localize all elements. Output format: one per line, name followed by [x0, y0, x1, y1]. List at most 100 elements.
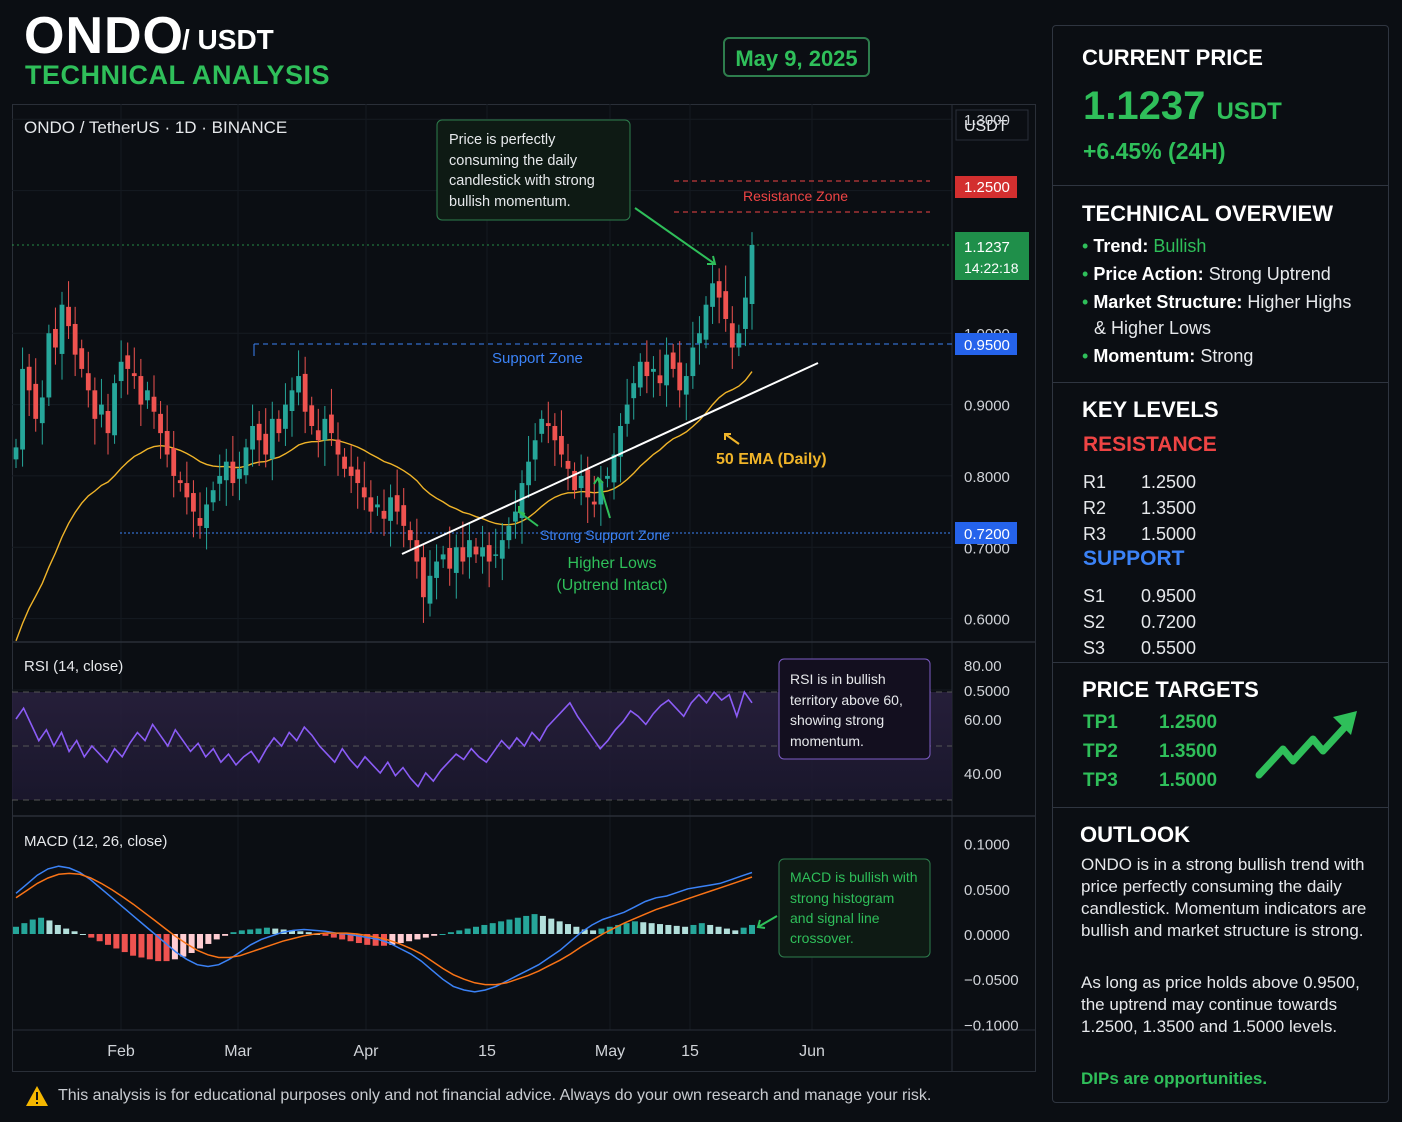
candle-body	[453, 547, 459, 573]
price-tick-label: 0.8000	[964, 469, 1010, 486]
date-badge: May 9, 2025	[723, 37, 870, 77]
macd-histogram-bar	[297, 931, 304, 934]
disclaimer-text: This analysis is for educational purpose…	[58, 1087, 932, 1104]
macd-histogram-bar	[238, 930, 245, 934]
macd-histogram-bar	[372, 934, 379, 946]
outlook-cta: DIPs are opportunities.	[1081, 1069, 1268, 1088]
callout-line: bullish momentum.	[449, 194, 571, 210]
resistance-level-name: R2	[1083, 498, 1107, 518]
candle-body	[486, 545, 492, 562]
macd-histogram-bar	[138, 934, 145, 958]
callout-line: Price is perfectly	[449, 132, 556, 148]
candle-body	[532, 440, 538, 460]
current-price-section: CURRENT PRICE 1.1237 USDT +6.45% (24H)	[1053, 26, 1388, 186]
candle-body	[618, 425, 623, 457]
candle-body	[309, 405, 315, 426]
candle-body	[72, 323, 78, 355]
macd-histogram-bar	[364, 934, 371, 945]
macd-histogram-bar	[531, 914, 538, 934]
callout-line: strong histogram	[790, 890, 894, 906]
logo-pair: / USDT	[182, 24, 274, 55]
candle-body	[749, 245, 755, 304]
macd-histogram-bar	[389, 934, 396, 945]
macd-histogram-bar	[96, 934, 103, 942]
resistance-price-tag	[955, 176, 1017, 198]
svg-text:RSI is in bullish territ: RSI is in bullish territory above 60, sh…	[790, 671, 907, 749]
candle-body	[276, 418, 282, 434]
macd-histogram-bar	[213, 934, 220, 940]
resistance-level-value: 1.2500	[1141, 472, 1197, 492]
macd-histogram-bar	[473, 926, 479, 934]
candle-body	[743, 297, 748, 329]
candle-body	[302, 373, 308, 412]
candle-body	[677, 362, 683, 391]
candle-body	[683, 376, 689, 395]
axis-unit-box	[955, 109, 1029, 141]
candle-body	[480, 547, 485, 557]
support-level-value: 0.7200	[1141, 612, 1197, 632]
macd-histogram-bar	[498, 921, 505, 934]
candle-body	[105, 411, 111, 434]
candle-body	[145, 390, 150, 401]
macd-histogram-bar	[406, 934, 413, 942]
target-name: TP1	[1083, 712, 1118, 733]
candle-body	[716, 281, 722, 298]
candle-body	[269, 418, 275, 459]
price-tick-label: 0.6000	[964, 612, 1010, 629]
ema-50-line	[15, 371, 753, 642]
candle-body	[13, 447, 19, 460]
macd-histogram-bar	[355, 934, 362, 944]
macd-histogram-bar	[205, 934, 212, 944]
candle-body	[552, 425, 558, 441]
macd-histogram-bar	[146, 934, 153, 960]
candle-body	[92, 390, 98, 419]
candle-body	[243, 447, 249, 476]
macd-histogram-bar	[21, 923, 28, 934]
macd-histogram-bar	[615, 924, 622, 934]
macd-histogram-bar	[657, 924, 663, 934]
macd-histogram-bar	[113, 934, 120, 949]
macd-histogram-bar	[732, 930, 739, 934]
macd-histogram-bar	[489, 923, 496, 934]
macd-histogram-bar	[514, 917, 521, 934]
time-tick-label: Mar	[224, 1043, 252, 1060]
ema-label: 50 EMA (Daily)	[716, 451, 827, 468]
candle-body	[256, 423, 262, 441]
candle-body	[526, 461, 531, 486]
candle-body	[434, 561, 439, 578]
strong-support-price-tag	[955, 522, 1017, 544]
candle-body	[131, 373, 137, 377]
candle-body	[112, 383, 117, 436]
resistance-level-name: R1	[1083, 472, 1107, 492]
candle-body	[151, 396, 157, 412]
macd-histogram-bar	[88, 934, 95, 938]
candle-body	[26, 366, 32, 391]
macd-histogram-bar	[640, 922, 647, 934]
overview-price-action: • Price Action: Strong Uptrend	[1082, 264, 1331, 284]
price-chart[interactable]: ONDO / TetherUS · 1D · BINANCE RSI (14, …	[12, 104, 1036, 1072]
macd-histogram-bar	[163, 934, 170, 962]
key-levels-title: KEY LEVELS	[1082, 397, 1219, 422]
macd-histogram-bar	[121, 934, 128, 953]
macd-histogram-bar	[305, 932, 312, 934]
rsi-line	[15, 690, 753, 788]
candle-body	[204, 504, 209, 529]
candle-body	[296, 376, 301, 393]
outlook-paragraph-1: ONDO is in a strong bullish trend with p…	[1081, 855, 1367, 940]
candle-body	[421, 557, 426, 598]
candle-body	[342, 456, 347, 469]
candle-body	[539, 418, 545, 434]
macd-histogram-bar	[439, 934, 446, 935]
macd-tick-label: 0.0500	[964, 882, 1010, 899]
time-tick-label: 15	[478, 1043, 496, 1060]
higher-lows-label: Higher Lows	[568, 555, 657, 572]
candle-body	[59, 304, 65, 354]
target-name: TP2	[1083, 741, 1118, 762]
outlook-section: OUTLOOK ONDO is in a strong bullish tren…	[1053, 808, 1388, 1104]
macd-histogram-bar	[63, 928, 70, 934]
rsi-tick-label: 80.00	[964, 658, 1002, 675]
key-levels-section: KEY LEVELS RESISTANCE R1 1.2500 R2 1.3500 R3…	[1053, 383, 1388, 663]
overview-title: TECHNICAL OVERVIEW	[1082, 201, 1333, 226]
callout-line: momentum.	[790, 733, 864, 749]
price-unit: USDT	[1216, 98, 1282, 125]
